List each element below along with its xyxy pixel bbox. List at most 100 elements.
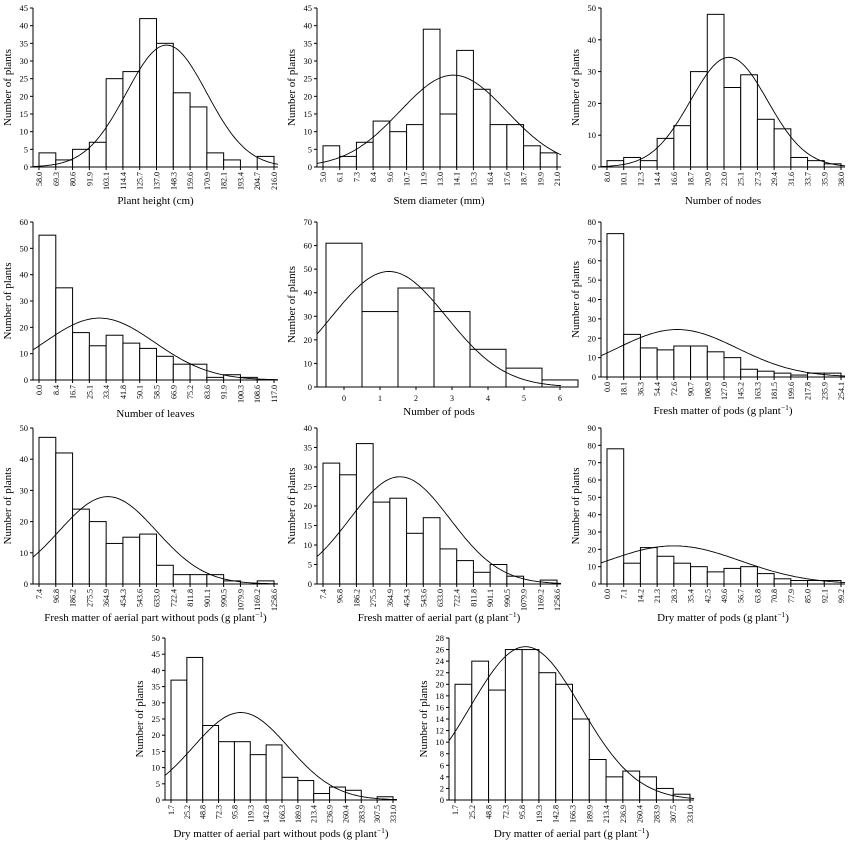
histogram-bar	[539, 152, 558, 168]
y-tick-label: 45	[152, 649, 161, 659]
x-tick-label: 454.3	[119, 589, 128, 607]
y-tick-label: 50	[588, 3, 597, 13]
histogram-bar	[156, 564, 174, 585]
y-tick-label: 40	[304, 21, 313, 31]
x-tick-label: 275.5	[369, 589, 378, 607]
x-tick-label: 1.7	[167, 805, 176, 815]
histogram-bar	[506, 124, 525, 168]
histogram-bar	[72, 508, 90, 585]
y-tick-label: 0	[592, 579, 596, 589]
histogram-bar	[773, 578, 792, 585]
x-tick-label: 1169.2	[253, 589, 262, 611]
x-tick-label: 633.0	[436, 589, 445, 607]
histogram-bar	[706, 571, 725, 585]
histogram-bar	[372, 120, 391, 168]
x-tick-label: 28.3	[670, 589, 679, 603]
histogram-bar	[223, 159, 241, 168]
y-tick-label: 10	[588, 353, 597, 363]
y-tick-label: 20	[20, 322, 29, 332]
histogram-bar	[322, 145, 341, 168]
y-tick-label: 80	[588, 440, 597, 450]
y-tick-label: 10	[304, 540, 313, 550]
y-tick-label: 30	[304, 56, 313, 66]
histogram-panel-10: 0 5 10 15 20 25 30 35 40 45 50 1.7 25.2 48.8 72.3 95.8 1…	[134, 633, 398, 840]
x-tick-label: 811.8	[469, 589, 478, 607]
y-axis-label: Number of plants	[418, 681, 430, 758]
histogram-bar	[249, 754, 267, 801]
histogram-bar	[673, 345, 692, 378]
x-tick-label: 0.0	[603, 589, 612, 599]
histogram-bar	[523, 145, 541, 168]
x-axis-label: Stem diameter (mm)	[393, 195, 484, 207]
x-tick-label: 137.0	[153, 172, 162, 190]
histogram-bar	[690, 345, 708, 378]
y-tick-label: 40	[20, 21, 29, 31]
x-tick-label: 283.9	[357, 805, 366, 823]
x-tick-label: 543.6	[136, 589, 145, 607]
histogram-bar	[472, 88, 491, 168]
x-tick-label: 216.0	[270, 172, 279, 190]
histogram-bar	[233, 741, 251, 801]
x-tick-label: 91.9	[85, 172, 94, 186]
histogram-bar	[773, 372, 792, 378]
x-tick-label: 142.8	[552, 805, 561, 823]
histogram-bar	[538, 672, 557, 801]
y-tick-label: 8	[440, 749, 444, 759]
histogram-bar	[505, 367, 543, 388]
histogram-panel-9: 0 10 20 30 40 50 60 70 80 90 0.0 7.1 14.2 21.3 28.3 35.…	[570, 423, 846, 624]
x-tick-label: 159.6	[186, 172, 195, 190]
histogram-bar	[172, 574, 191, 585]
x-axis-label: Fresh matter of pods (g plant−1)	[653, 403, 792, 417]
histogram-bar	[325, 242, 363, 388]
x-tick-label: 186.2	[352, 589, 361, 607]
x-tick-label: 189.9	[294, 805, 303, 823]
histogram-bar	[706, 13, 725, 168]
x-tick-label: 16.7	[69, 385, 78, 399]
x-tick-label: 100.3	[236, 385, 245, 403]
y-tick-label: 80	[588, 217, 597, 227]
histogram-bar	[454, 683, 473, 801]
x-tick-label: 29.4	[770, 172, 779, 186]
y-axis-label: Number of plants	[286, 266, 298, 343]
y-tick-label: 30	[588, 527, 597, 537]
x-tick-label: 14.2	[636, 589, 645, 603]
x-tick-label: 1258.6	[553, 589, 562, 611]
histogram-panel-5: 0 10 20 30 40 50 60 70 0 1 2 3 4 5 6 Number of pods Numb…	[286, 217, 579, 418]
y-tick-label: 70	[304, 217, 313, 227]
histogram-bar	[605, 776, 624, 801]
histogram-bar	[355, 141, 374, 168]
y-tick-label: 2	[440, 783, 444, 793]
x-axis-label: Fresh matter of aerial part (g plant−1)	[358, 610, 521, 624]
y-tick-label: 20	[20, 91, 29, 101]
x-tick-label: 31.6	[787, 172, 796, 186]
y-tick-label: 60	[20, 217, 29, 227]
histogram-bar	[588, 759, 607, 801]
x-tick-label: 12.3	[636, 172, 645, 186]
y-tick-label: 50	[304, 264, 313, 274]
histogram-bar	[122, 71, 141, 168]
histogram-bar	[313, 793, 331, 801]
x-tick-label: 181.5	[770, 382, 779, 400]
histogram-panel-6: 0 10 20 30 40 50 60 70 80 0.0 18.1 36.3 54.4 72.6 90.7…	[570, 217, 846, 417]
histogram-bar	[673, 125, 692, 168]
y-tick-label: 22	[436, 668, 445, 678]
x-tick-label: 7.4	[319, 589, 328, 599]
histogram-bar	[189, 106, 208, 168]
histogram-bar	[488, 689, 506, 801]
x-tick-label: 119.3	[535, 805, 544, 823]
y-tick-label: 0	[308, 579, 312, 589]
y-tick-label: 30	[152, 698, 161, 708]
x-tick-label: 69.3	[52, 172, 61, 186]
x-tick-label: 49.6	[720, 589, 729, 603]
x-tick-label: 1	[378, 394, 382, 403]
histogram-bar	[655, 787, 674, 801]
histogram-bar	[55, 287, 74, 381]
normal-curve	[316, 74, 562, 164]
y-tick-label: 40	[152, 665, 161, 675]
x-tick-label: 254.1	[837, 382, 846, 400]
x-tick-label: 66.9	[169, 385, 178, 399]
y-tick-label: 50	[588, 275, 597, 285]
x-axis-label: Dry matter of aerial part without pods (…	[173, 826, 388, 840]
y-tick-label: 60	[588, 256, 597, 266]
histogram-bar	[639, 776, 657, 801]
